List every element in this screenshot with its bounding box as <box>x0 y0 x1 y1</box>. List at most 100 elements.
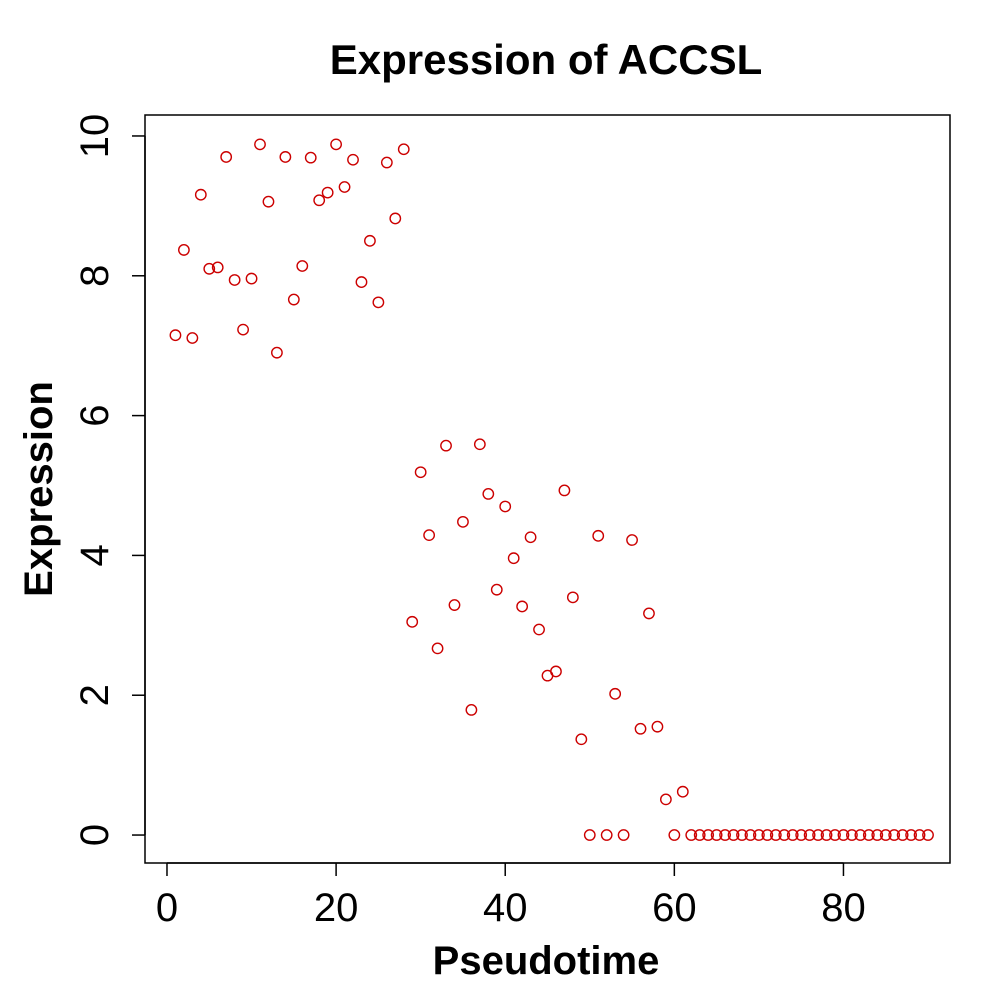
data-point <box>583 829 596 841</box>
data-point <box>220 151 233 163</box>
x-axis: 0 20 40 60 80 <box>156 862 866 930</box>
data-point <box>516 600 529 613</box>
x-tick-label: 80 <box>821 886 866 930</box>
y-axis: 0 2 4 6 8 10 <box>73 114 146 846</box>
data-point <box>186 332 199 344</box>
y-tick-label: 6 <box>73 404 117 426</box>
data-point <box>389 212 402 225</box>
data-point <box>558 484 571 497</box>
data-point <box>304 151 317 164</box>
x-tick-label: 40 <box>483 886 528 930</box>
data-point <box>364 234 376 247</box>
data-point <box>693 829 706 841</box>
data-point <box>778 829 791 841</box>
data-points <box>169 138 934 841</box>
data-point <box>499 500 512 513</box>
data-point <box>414 466 427 479</box>
data-point <box>710 829 723 841</box>
data-point <box>736 829 748 841</box>
data-point <box>482 487 495 500</box>
y-tick-label: 0 <box>73 824 117 846</box>
data-point <box>643 607 655 620</box>
data-point <box>575 733 588 746</box>
data-point <box>820 829 833 841</box>
data-point <box>177 244 190 256</box>
data-point <box>203 262 216 275</box>
data-point <box>245 272 258 285</box>
data-point <box>465 704 478 716</box>
data-point <box>922 829 934 841</box>
data-point <box>752 829 765 841</box>
data-point <box>600 829 613 841</box>
y-tick-label: 10 <box>73 114 117 159</box>
data-point <box>744 829 757 841</box>
data-point <box>862 829 875 841</box>
data-point <box>457 515 469 528</box>
data-point <box>262 195 275 208</box>
plot-frame <box>144 114 951 864</box>
data-point <box>330 138 343 151</box>
data-point <box>659 793 672 806</box>
data-point <box>795 829 808 841</box>
data-point <box>397 143 410 156</box>
data-point <box>372 296 385 309</box>
data-point <box>169 329 182 342</box>
data-point <box>279 151 292 163</box>
data-point <box>871 829 884 841</box>
data-point <box>296 260 309 272</box>
data-point <box>321 186 334 199</box>
data-point <box>237 323 249 336</box>
data-point <box>592 529 605 542</box>
data-point <box>676 785 689 798</box>
data-point <box>533 623 545 636</box>
data-point <box>355 276 368 288</box>
data-point <box>287 293 300 306</box>
y-tick-label: 2 <box>73 684 117 706</box>
data-point <box>626 534 638 546</box>
data-point <box>313 194 326 207</box>
y-tick-label: 4 <box>73 544 117 566</box>
data-point <box>905 829 918 841</box>
data-point <box>846 829 858 841</box>
chart-title: Expression of ACCSL <box>330 36 763 83</box>
data-point <box>524 531 537 544</box>
data-point <box>448 599 461 611</box>
data-point <box>271 346 283 359</box>
data-point <box>490 583 503 596</box>
data-point <box>769 829 782 841</box>
data-point <box>347 153 359 166</box>
x-tick-label: 20 <box>314 886 359 930</box>
data-point <box>440 439 452 452</box>
x-tick-label: 60 <box>652 886 697 930</box>
data-point <box>431 642 444 655</box>
data-point <box>727 829 740 841</box>
x-tick-label: 0 <box>156 886 178 930</box>
data-point <box>380 156 393 169</box>
data-point <box>812 829 824 841</box>
data-point <box>829 829 841 841</box>
data-point <box>194 188 207 201</box>
x-axis-label: Pseudotime <box>433 939 660 983</box>
data-point <box>406 615 419 628</box>
data-point <box>913 829 926 841</box>
data-point <box>566 591 579 604</box>
data-point <box>423 529 436 542</box>
data-point <box>507 552 520 565</box>
data-point <box>854 829 867 841</box>
data-point <box>609 687 622 700</box>
data-point <box>550 665 562 678</box>
data-point <box>228 274 241 286</box>
data-point <box>786 829 799 841</box>
data-point <box>888 829 901 841</box>
data-point <box>254 138 266 151</box>
data-point <box>685 829 698 841</box>
data-point <box>617 829 630 841</box>
data-point <box>211 261 224 274</box>
data-point <box>761 829 774 841</box>
data-point <box>651 720 664 733</box>
data-point <box>896 829 909 841</box>
data-point <box>879 829 892 841</box>
data-point <box>473 438 486 451</box>
data-point <box>837 829 850 841</box>
